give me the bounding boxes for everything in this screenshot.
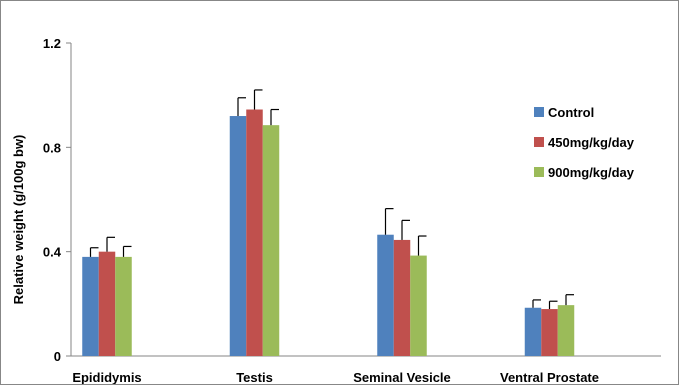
legend-swatch bbox=[534, 137, 544, 147]
bars bbox=[82, 109, 575, 357]
y-tick-label: 1.2 bbox=[43, 36, 61, 51]
bar bbox=[410, 255, 427, 356]
x-tick-label: Epididymis bbox=[72, 370, 141, 384]
error-bars bbox=[89, 89, 574, 310]
y-axis-label: Relative weight (g/100g bw) bbox=[11, 135, 26, 305]
legend-label: Control bbox=[548, 105, 594, 120]
x-tick-label: Seminal Vesicle bbox=[353, 370, 451, 384]
y-tick-label: 0.4 bbox=[43, 245, 62, 260]
y-ticks: 0 0.4 0.8 1.2 bbox=[43, 36, 71, 364]
bar bbox=[98, 251, 116, 356]
bar bbox=[229, 116, 247, 357]
bar bbox=[115, 256, 132, 356]
legend: Control 450mg/kg/day 900mg/kg/day bbox=[534, 105, 635, 180]
x-tick-label: Ventral Prostate bbox=[500, 370, 599, 384]
y-axis-label-group: Relative weight (g/100g bw) bbox=[11, 135, 26, 305]
bar bbox=[262, 125, 280, 356]
bar bbox=[524, 307, 542, 356]
x-tick-label: Testis bbox=[236, 370, 273, 384]
bar bbox=[246, 109, 263, 356]
legend-label: 900mg/kg/day bbox=[548, 165, 635, 180]
bar bbox=[541, 309, 558, 356]
bar bbox=[82, 256, 99, 356]
y-tick-label: 0.8 bbox=[43, 140, 61, 155]
bar bbox=[393, 239, 411, 356]
bar bbox=[377, 234, 394, 356]
legend-label: 450mg/kg/day bbox=[548, 135, 635, 150]
bar bbox=[557, 305, 575, 356]
legend-swatch bbox=[534, 107, 544, 117]
x-tick-labels: Epididymis Testis Seminal Vesicle Ventral P… bbox=[72, 370, 599, 384]
legend-swatch bbox=[534, 167, 544, 177]
y-tick-label: 0 bbox=[54, 349, 61, 364]
